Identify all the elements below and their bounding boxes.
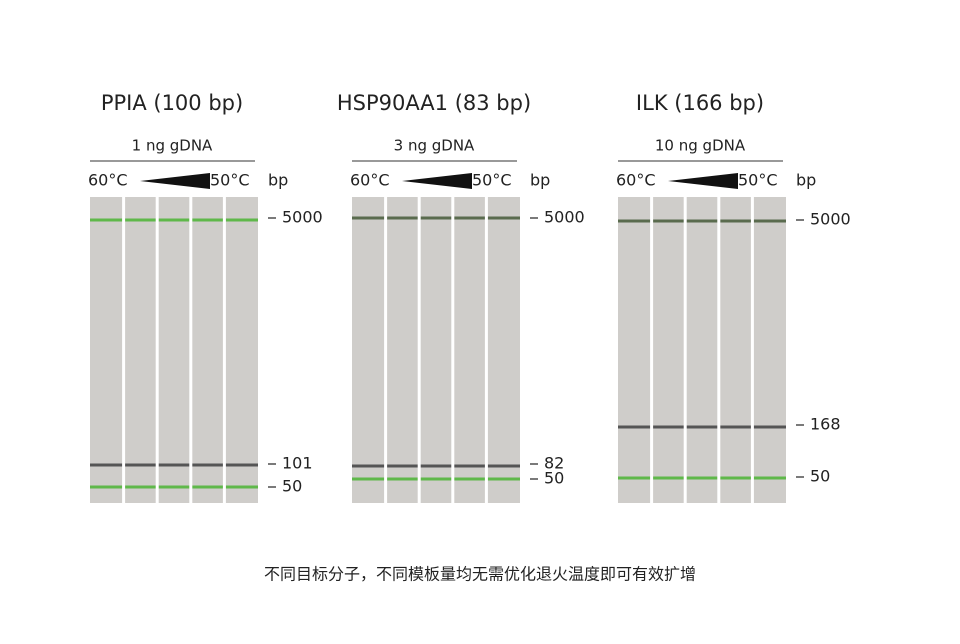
gel (352, 197, 520, 503)
caption: 不同目标分子，不同模板量均无需优化退火温度即可有效扩增 (264, 565, 696, 584)
marker-label: 5000 (544, 208, 585, 227)
marker-label: 101 (282, 454, 313, 473)
band (352, 477, 520, 481)
lane-gap (650, 197, 654, 503)
lane-gap (222, 197, 226, 503)
band (618, 219, 786, 223)
temp-start: 60°C (350, 171, 390, 190)
lane-gap (750, 197, 754, 503)
lane-gap (484, 197, 488, 503)
band (90, 463, 258, 467)
marker-label: 168 (810, 415, 841, 434)
lane-gap (122, 197, 126, 503)
marker-label: 50 (282, 477, 302, 496)
temp-start: 60°C (616, 171, 656, 190)
band (618, 425, 786, 429)
template-amount: 1 ng gDNA (132, 137, 213, 155)
lane-gap (683, 197, 687, 503)
temp-end: 50°C (472, 171, 512, 190)
unit: bp (268, 171, 288, 190)
gradient-wedge (140, 173, 210, 189)
temp-end: 50°C (210, 171, 250, 190)
marker-label: 50 (810, 467, 830, 486)
gradient-wedge (402, 173, 472, 189)
lane-gap (189, 197, 193, 503)
gradient-wedge (668, 173, 738, 189)
lane-gap (717, 197, 721, 503)
unit: bp (796, 171, 816, 190)
gel (618, 197, 786, 503)
band (90, 218, 258, 222)
band (90, 485, 258, 489)
panel-title: ILK (166 bp) (636, 91, 764, 115)
lane-gap (384, 197, 388, 503)
panel-title: HSP90AA1 (83 bp) (337, 91, 531, 115)
lane-gap (417, 197, 421, 503)
unit: bp (530, 171, 550, 190)
gel (90, 197, 258, 503)
band (352, 464, 520, 468)
template-amount: 10 ng gDNA (655, 137, 746, 155)
temp-end: 50°C (738, 171, 778, 190)
lane-gap (451, 197, 455, 503)
lane-gap (155, 197, 159, 503)
band (352, 216, 520, 220)
marker-label: 82 (544, 454, 564, 473)
band (618, 476, 786, 480)
template-amount: 3 ng gDNA (394, 137, 475, 155)
temp-start: 60°C (88, 171, 128, 190)
panel-title: PPIA (100 bp) (101, 91, 243, 115)
marker-label: 5000 (810, 210, 851, 229)
marker-label: 5000 (282, 208, 323, 227)
marker-label: 50 (544, 469, 564, 488)
